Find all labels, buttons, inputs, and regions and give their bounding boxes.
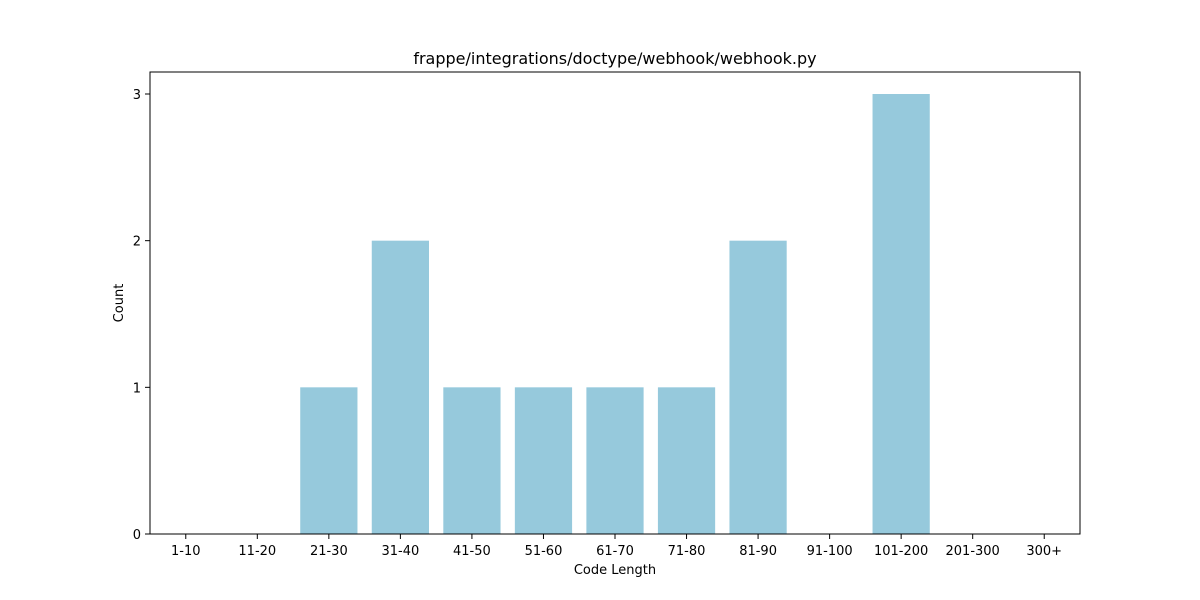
x-tick-label: 101-200 [874,544,928,559]
y-tick-label: 3 [133,88,141,103]
x-tick-label: 91-100 [807,544,853,559]
y-tick-label: 1 [133,381,141,396]
y-tick-label: 0 [133,528,141,543]
x-tick-label: 81-90 [739,544,777,559]
x-tick-label: 1-10 [171,544,201,559]
bar-51-60 [514,387,573,534]
x-tick-label: 61-70 [596,544,634,559]
x-tick-label: 201-300 [946,544,1000,559]
bar-101-200 [872,94,930,534]
bar-81-90 [729,240,787,535]
x-tick-label: 71-80 [668,544,706,559]
x-tick-label: 300+ [1026,544,1062,559]
x-tick-label: 11-20 [238,544,276,559]
ticks-layer: 1-10 11-20 21-30 31-40 41-50 51-60 61-70 71-80 8… [133,88,1062,559]
chart-title: frappe/integrations/doctype/webhook/webh… [413,49,816,68]
y-axis-label: Count [112,284,127,323]
bar-41-50 [443,387,501,534]
x-tick-label: 51-60 [525,544,563,559]
bars-layer [300,94,930,535]
y-tick-label: 2 [133,235,141,250]
bar-31-40 [371,240,429,535]
x-tick-label: 21-30 [310,544,348,559]
x-axis-label: Code Length [574,563,656,578]
bar-21-30 [300,387,358,534]
bar-71-80 [657,387,716,534]
bar-61-70 [586,387,644,534]
x-tick-label: 31-40 [381,544,419,559]
plot-area-frame [149,71,1081,535]
x-tick-label: 41-50 [453,544,491,559]
